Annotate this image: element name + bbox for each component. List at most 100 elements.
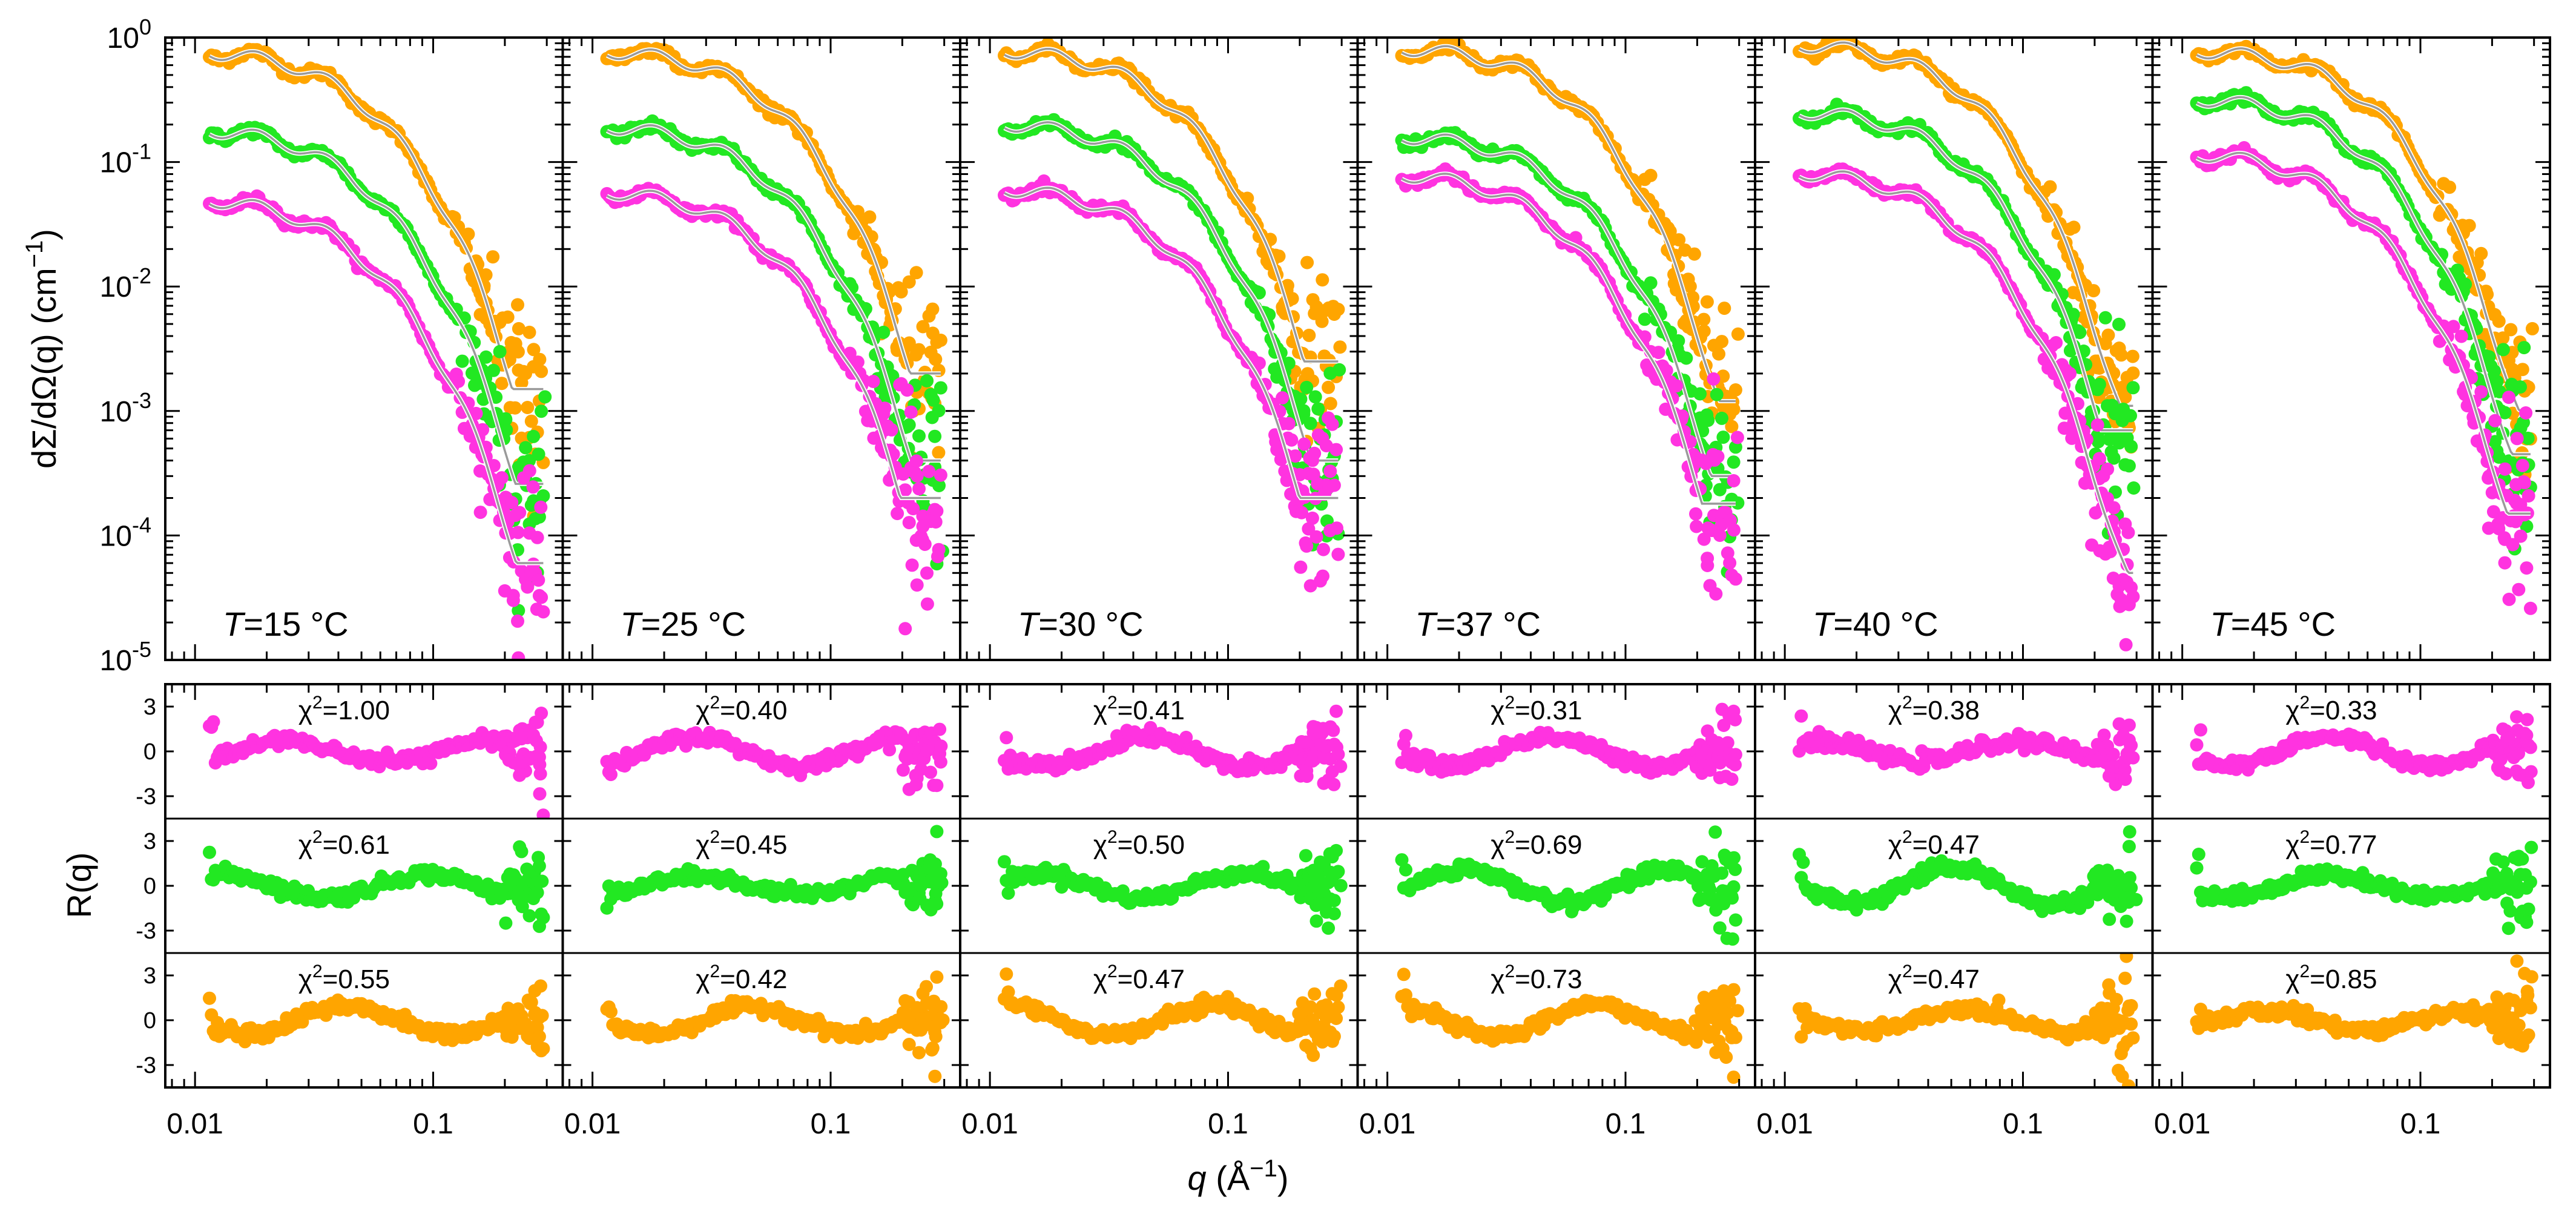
data-point-magenta [920,597,934,611]
data-point-green [902,418,916,432]
residual-point [1705,859,1719,872]
data-point-orange [1731,327,1745,341]
data-point-green [1332,363,1346,377]
residual-point [1715,866,1729,880]
data-point-green [493,345,507,358]
data-point-green [2047,268,2061,282]
data-point-orange [1300,256,1314,269]
data-point-magenta [535,590,548,604]
residual-point [998,855,1011,869]
residual-point [1728,713,1742,727]
residual-point [1156,1017,1169,1031]
residual-point [1728,1031,1742,1044]
data-point-magenta [513,506,527,519]
data-point-green [1672,334,1685,348]
data-point-green [932,479,946,492]
fit-line-orange [209,50,544,391]
data-point-green [487,363,501,377]
residual-point [1334,979,1348,993]
residual-point [1144,721,1158,734]
residual-points-magenta-1 [203,707,550,819]
data-point-magenta [1670,379,1683,393]
data-point-magenta [1309,530,1323,544]
data-point-magenta [495,471,509,485]
data-point-orange [916,320,930,334]
data-point-green [489,391,503,404]
residual-point [206,715,220,729]
data-point-green [1644,276,1658,290]
residual-point [1326,724,1340,737]
residual-point [1725,773,1739,786]
residual-point [532,851,545,865]
residual-points-orange-2 [600,970,950,1083]
data-point-magenta [1323,464,1337,478]
data-point-orange [533,352,547,366]
data-point-orange [912,343,926,357]
data-point-magenta [912,482,926,496]
residual-point [1728,758,1742,772]
data-point-magenta [1689,507,1702,521]
residual-point [1001,886,1015,900]
data-point-magenta [526,480,540,494]
residual-point [535,1009,549,1023]
fit-line-orange [1799,41,2133,407]
data-point-magenta [891,507,904,521]
data-point-green [1303,417,1317,430]
residual-point [934,1000,948,1014]
residual-point [928,1069,942,1083]
residual-point [1325,1031,1339,1044]
data-point-magenta [1730,430,1744,444]
data-point-orange [522,325,536,339]
data-point-green [1252,286,1266,300]
data-point-orange [1697,312,1711,326]
data-point-magenta [534,500,548,514]
data-point-magenta [1709,587,1723,601]
residual-point [1731,1004,1745,1018]
data-point-orange [1316,273,1329,287]
data-point-orange [2114,348,2128,362]
data-point-magenta [905,558,919,572]
data-point-green [527,429,541,443]
data-point-magenta [878,401,892,415]
residual-point [1399,863,1412,877]
data-point-magenta [906,502,920,516]
data-point-green [1282,357,1296,370]
data-point-green [512,604,525,618]
data-point-magenta [1728,572,1742,586]
residual-point [1331,747,1345,761]
residual-points-green-1 [203,840,550,933]
top-panel-data-5 [1793,38,2141,651]
data-point-magenta [1329,443,1343,457]
data-point-green [1308,390,1322,404]
residual-point [1329,704,1343,718]
data-point-orange [902,338,916,352]
residual-point [909,778,923,792]
data-point-magenta [934,468,947,482]
residual-point [1309,914,1323,928]
residual-points-magenta-4 [1395,702,1742,786]
residual-point [203,845,216,859]
data-point-orange [1240,191,1254,205]
residual-point [1727,1070,1741,1084]
fit-line-orange [606,48,941,375]
residual-point [524,995,538,1009]
data-point-magenta [511,526,525,539]
data-point-magenta [1721,546,1734,560]
data-point-green [1701,414,1715,427]
residual-point [535,874,549,888]
data-point-orange [501,310,515,324]
residual-point [1727,880,1741,894]
residual-point [1395,853,1409,867]
residual-point [1303,1000,1317,1014]
data-point-magenta [1659,364,1673,377]
data-point-magenta [1327,478,1341,492]
residual-point [203,991,216,1005]
residual-point [1719,1050,1733,1064]
data-point-magenta [1690,519,1704,533]
data-point-orange [1323,397,1337,411]
residual-point [535,707,548,720]
data-point-magenta [1305,511,1319,525]
residual-point [1327,777,1341,791]
data-point-orange [1728,383,1742,397]
residual-point [522,909,536,923]
